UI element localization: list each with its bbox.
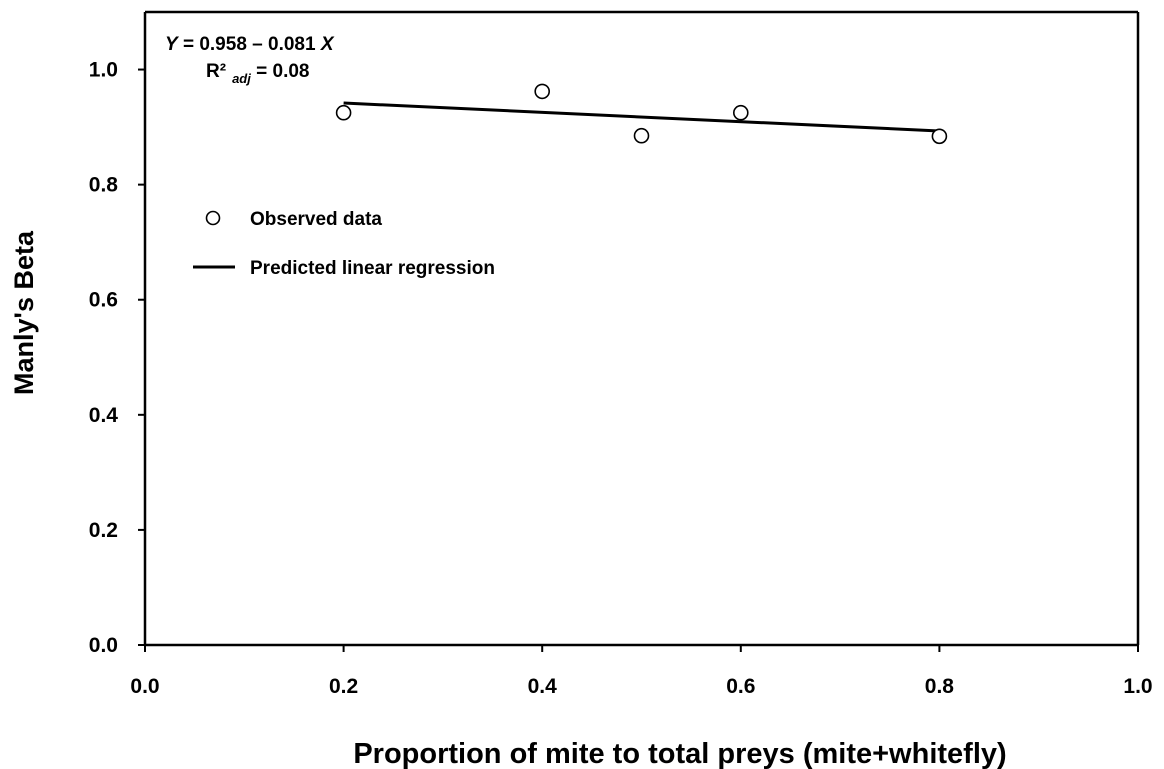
equation-body: = 0.958 – 0.081	[178, 34, 321, 55]
y-tick-label: 0.2	[89, 519, 118, 542]
observed-points	[335, 83, 948, 145]
legend: Observed data Predicted linear regressio…	[193, 209, 495, 279]
x-tick-label: 0.4	[528, 675, 558, 698]
y-axis-label: Manly's Beta	[9, 230, 39, 395]
legend-observed-marker	[205, 210, 221, 226]
equation-y-var: Y	[165, 34, 180, 55]
x-tick-label: 1.0	[1123, 675, 1152, 698]
data-point	[732, 104, 749, 121]
data-point	[633, 127, 650, 144]
legend-regression-label: Predicted linear regression	[250, 258, 495, 279]
equation-x-var: X	[320, 34, 335, 55]
regression-line	[343, 101, 940, 133]
r2-prefix: R²	[206, 61, 226, 82]
y-tick-label: 0.6	[89, 289, 118, 312]
r2-annotation: R² adj = 0.08	[206, 61, 310, 86]
y-tick-label: 0.8	[89, 174, 119, 197]
r2-subscript: adj	[232, 71, 251, 86]
equation-annotation: Y = 0.958 – 0.081 X	[165, 34, 335, 55]
x-axis-label: Proportion of mite to total preys (mite+…	[353, 738, 1006, 769]
data-point	[335, 104, 352, 121]
x-axis-ticks: 0.0 0.2 0.4 0.6 0.8 1.0	[130, 645, 1153, 698]
x-tick-label: 0.0	[130, 675, 159, 698]
y-axis-ticks: 0.0 0.2 0.4 0.6 0.8 1.0	[89, 59, 145, 657]
x-tick-label: 0.2	[329, 675, 358, 698]
y-tick-label: 0.4	[89, 404, 119, 427]
x-tick-label: 0.8	[925, 675, 955, 698]
legend-observed-label: Observed data	[250, 209, 382, 230]
x-tick-label: 0.6	[726, 675, 755, 698]
r2-value: = 0.08	[251, 61, 310, 82]
y-tick-label: 1.0	[89, 59, 118, 82]
data-point	[534, 83, 551, 100]
data-point	[931, 128, 948, 145]
y-tick-label: 0.0	[89, 634, 118, 657]
